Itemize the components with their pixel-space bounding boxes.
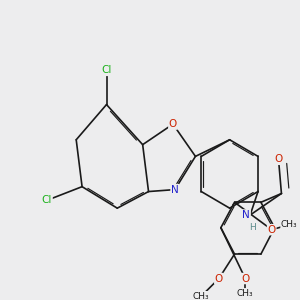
Text: Cl: Cl <box>42 195 52 205</box>
Text: N: N <box>242 210 250 220</box>
Text: O: O <box>241 274 249 284</box>
Text: O: O <box>169 119 177 129</box>
Text: CH₃: CH₃ <box>193 292 210 300</box>
Text: Cl: Cl <box>101 65 112 75</box>
Text: O: O <box>274 154 283 164</box>
Text: O: O <box>268 225 276 235</box>
Text: CH₃: CH₃ <box>281 220 298 229</box>
Text: H: H <box>249 223 256 232</box>
Text: CH₃: CH₃ <box>237 289 253 298</box>
Text: O: O <box>215 274 223 284</box>
Text: N: N <box>171 184 179 195</box>
